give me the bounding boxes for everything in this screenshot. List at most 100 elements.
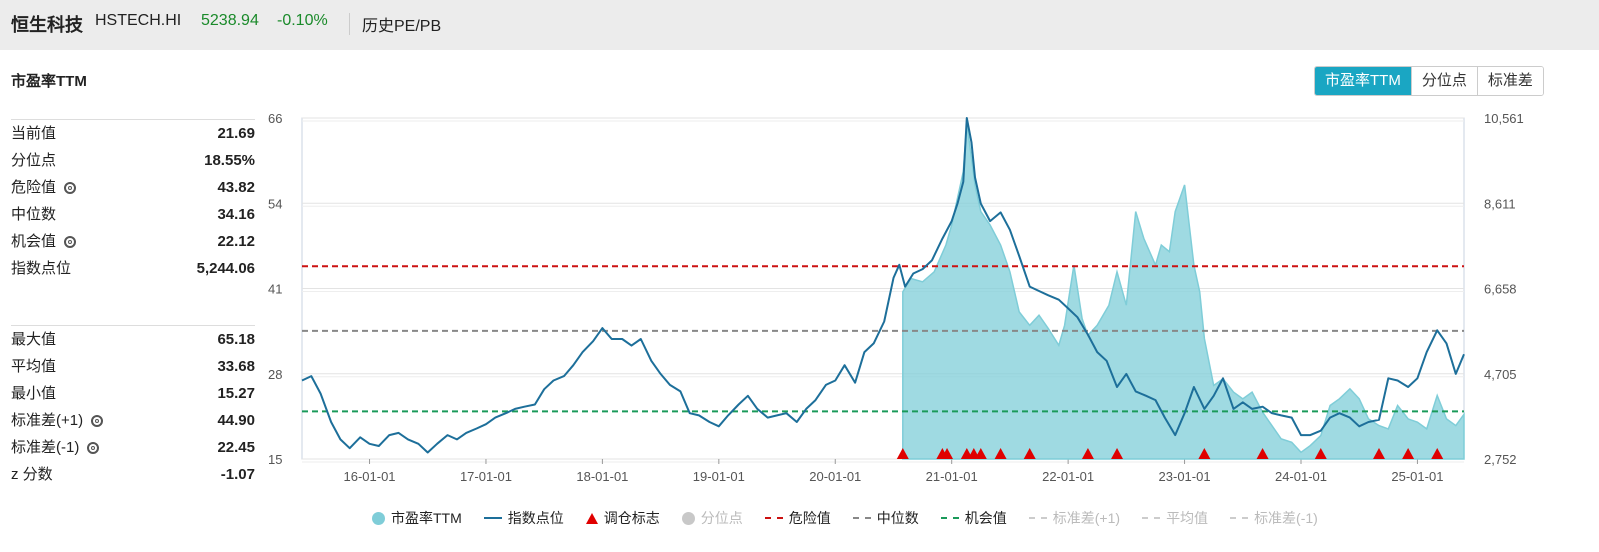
stat-label: 指数点位 — [11, 260, 72, 277]
rebalance-marker — [1198, 448, 1211, 459]
legend-item[interactable]: 分位点 — [681, 508, 743, 528]
stat-label: z 分数 — [11, 466, 53, 483]
y-right-tick-label: 8,611 — [1484, 196, 1516, 211]
rebalance-marker — [974, 448, 987, 459]
legend-item[interactable]: 调仓标志 — [585, 508, 660, 528]
legend-item[interactable]: 平均值 — [1142, 508, 1208, 528]
dash-icon — [1028, 517, 1047, 519]
legend-label: 市盈率TTM — [391, 510, 462, 526]
stat-label: 中位数 — [11, 206, 57, 223]
legend-label: 调仓标志 — [603, 510, 660, 526]
stat-value: 15.27 — [217, 385, 255, 402]
stat-label: 分位点 — [11, 152, 57, 169]
tab-0[interactable]: 市盈率TTM — [1315, 67, 1411, 95]
stat-value: 43.82 — [217, 179, 255, 196]
stat-value: 22.45 — [217, 439, 255, 456]
stat-row: z 分数 -1.07 — [11, 461, 255, 488]
stat-value: 22.12 — [217, 233, 255, 250]
stat-label: 最大值 — [11, 331, 57, 348]
dash-icon — [940, 517, 959, 519]
stat-row: 危险值 43.82 — [11, 174, 255, 201]
index-line — [301, 117, 1465, 454]
legend-label: 危险值 — [788, 510, 831, 526]
y-left-tick-label: 28 — [268, 367, 282, 382]
legend-item[interactable]: 标准差(+1) — [1028, 508, 1121, 528]
dash-icon — [1230, 517, 1249, 519]
line-icon — [483, 517, 502, 519]
dash-icon — [852, 517, 871, 519]
y-left-tick-label: 15 — [268, 452, 282, 467]
stat-row: 分位点 18.55% — [11, 147, 255, 174]
legend-label: 标准差(+1) — [1052, 510, 1121, 526]
stat-value: 65.18 — [217, 331, 255, 348]
y-right-tick-label: 6,658 — [1484, 282, 1517, 297]
x-tick-label: 22-01-01 — [1042, 469, 1094, 484]
stat-label: 标准差(+1) — [11, 412, 84, 429]
stat-row: 最小值 15.27 — [11, 380, 255, 407]
legend-label: 指数点位 — [507, 510, 564, 526]
stat-value: 33.68 — [217, 358, 255, 375]
gear-icon[interactable] — [64, 182, 77, 194]
rebalance-marker — [1256, 448, 1269, 459]
legend-item[interactable]: 指数点位 — [483, 508, 564, 528]
x-tick-label: 25-01-01 — [1391, 469, 1443, 484]
y-right-tick-label: 2,752 — [1484, 452, 1517, 467]
stat-row: 中位数 34.16 — [11, 201, 255, 228]
legend-item[interactable]: 市盈率TTM — [372, 508, 462, 528]
stat-row: 标准差(-1) 22.45 — [11, 434, 255, 461]
dash-icon — [764, 517, 783, 519]
pe-chart: 15 28 41 54 66 2,752 4,705 6,658 8,611 10,561 16-0… — [268, 111, 1524, 484]
x-tick-label: 19-01-01 — [693, 469, 745, 484]
history-pe-pb-link[interactable]: 历史PE/PB — [362, 18, 442, 35]
stat-row: 最大值 65.18 — [11, 326, 255, 353]
rebalance-marker — [1081, 448, 1094, 459]
legend-item[interactable]: 标准差(-1) — [1230, 508, 1318, 528]
y-left-tick-label: 41 — [268, 282, 282, 297]
index-code: HSTECH.HI — [95, 12, 182, 29]
legend-item[interactable]: 危险值 — [764, 508, 831, 528]
gear-icon[interactable] — [91, 415, 104, 427]
rebalance-marker — [896, 448, 909, 459]
circle-icon — [372, 511, 385, 525]
metric-tabs: 市盈率TTM 分位点 标准差 — [1314, 66, 1544, 96]
gear-icon[interactable] — [87, 442, 100, 454]
rebalance-marker — [1314, 448, 1327, 459]
tab-1[interactable]: 分位点 — [1410, 67, 1477, 95]
gear-icon[interactable] — [64, 236, 77, 248]
stat-label: 当前值 — [11, 125, 57, 142]
y-right-tick-label: 10,561 — [1484, 111, 1524, 126]
legend-label: 分位点 — [700, 510, 743, 526]
stat-value: 34.16 — [217, 206, 255, 223]
dash-icon — [1142, 517, 1161, 519]
section-title: 市盈率TTM — [11, 73, 87, 90]
x-tick-label: 24-01-01 — [1275, 469, 1327, 484]
stat-value: -1.07 — [220, 466, 255, 483]
x-tick-label: 16-01-01 — [344, 469, 396, 484]
stat-value: 18.55% — [204, 152, 255, 169]
rebalance-marker — [1373, 448, 1386, 459]
stat-label: 机会值 — [11, 233, 57, 250]
tab-2[interactable]: 标准差 — [1476, 67, 1543, 95]
legend-label: 标准差(-1) — [1254, 510, 1318, 526]
stat-value: 44.90 — [217, 412, 255, 429]
legend-item[interactable]: 机会值 — [940, 508, 1007, 528]
stat-label: 最小值 — [11, 385, 57, 402]
stat-label: 危险值 — [11, 179, 57, 196]
y-left-tick-label: 54 — [268, 196, 282, 211]
rebalance-marker — [1111, 448, 1124, 459]
x-tick-label: 23-01-01 — [1159, 469, 1211, 484]
circle-icon — [681, 511, 695, 525]
triangle-icon — [585, 512, 598, 524]
x-tick-label: 17-01-01 — [460, 469, 512, 484]
legend-item[interactable]: 中位数 — [852, 508, 919, 528]
pe-ttm-area — [902, 123, 1465, 460]
stats-secondary: 最大值 65.18 平均值 33.68 最小值 15.27 标准差(+1) 44.90 标准差(… — [11, 325, 255, 488]
rebalance-marker — [1431, 448, 1444, 459]
x-tick-label: 18-01-01 — [576, 469, 628, 484]
x-tick-label: 21-01-01 — [926, 469, 978, 484]
stat-value: 21.69 — [217, 125, 255, 142]
index-price: 5238.94 — [201, 12, 259, 29]
stat-label: 标准差(-1) — [11, 439, 80, 456]
stat-row: 标准差(+1) 44.90 — [11, 407, 255, 434]
rebalance-marker — [1023, 448, 1036, 459]
